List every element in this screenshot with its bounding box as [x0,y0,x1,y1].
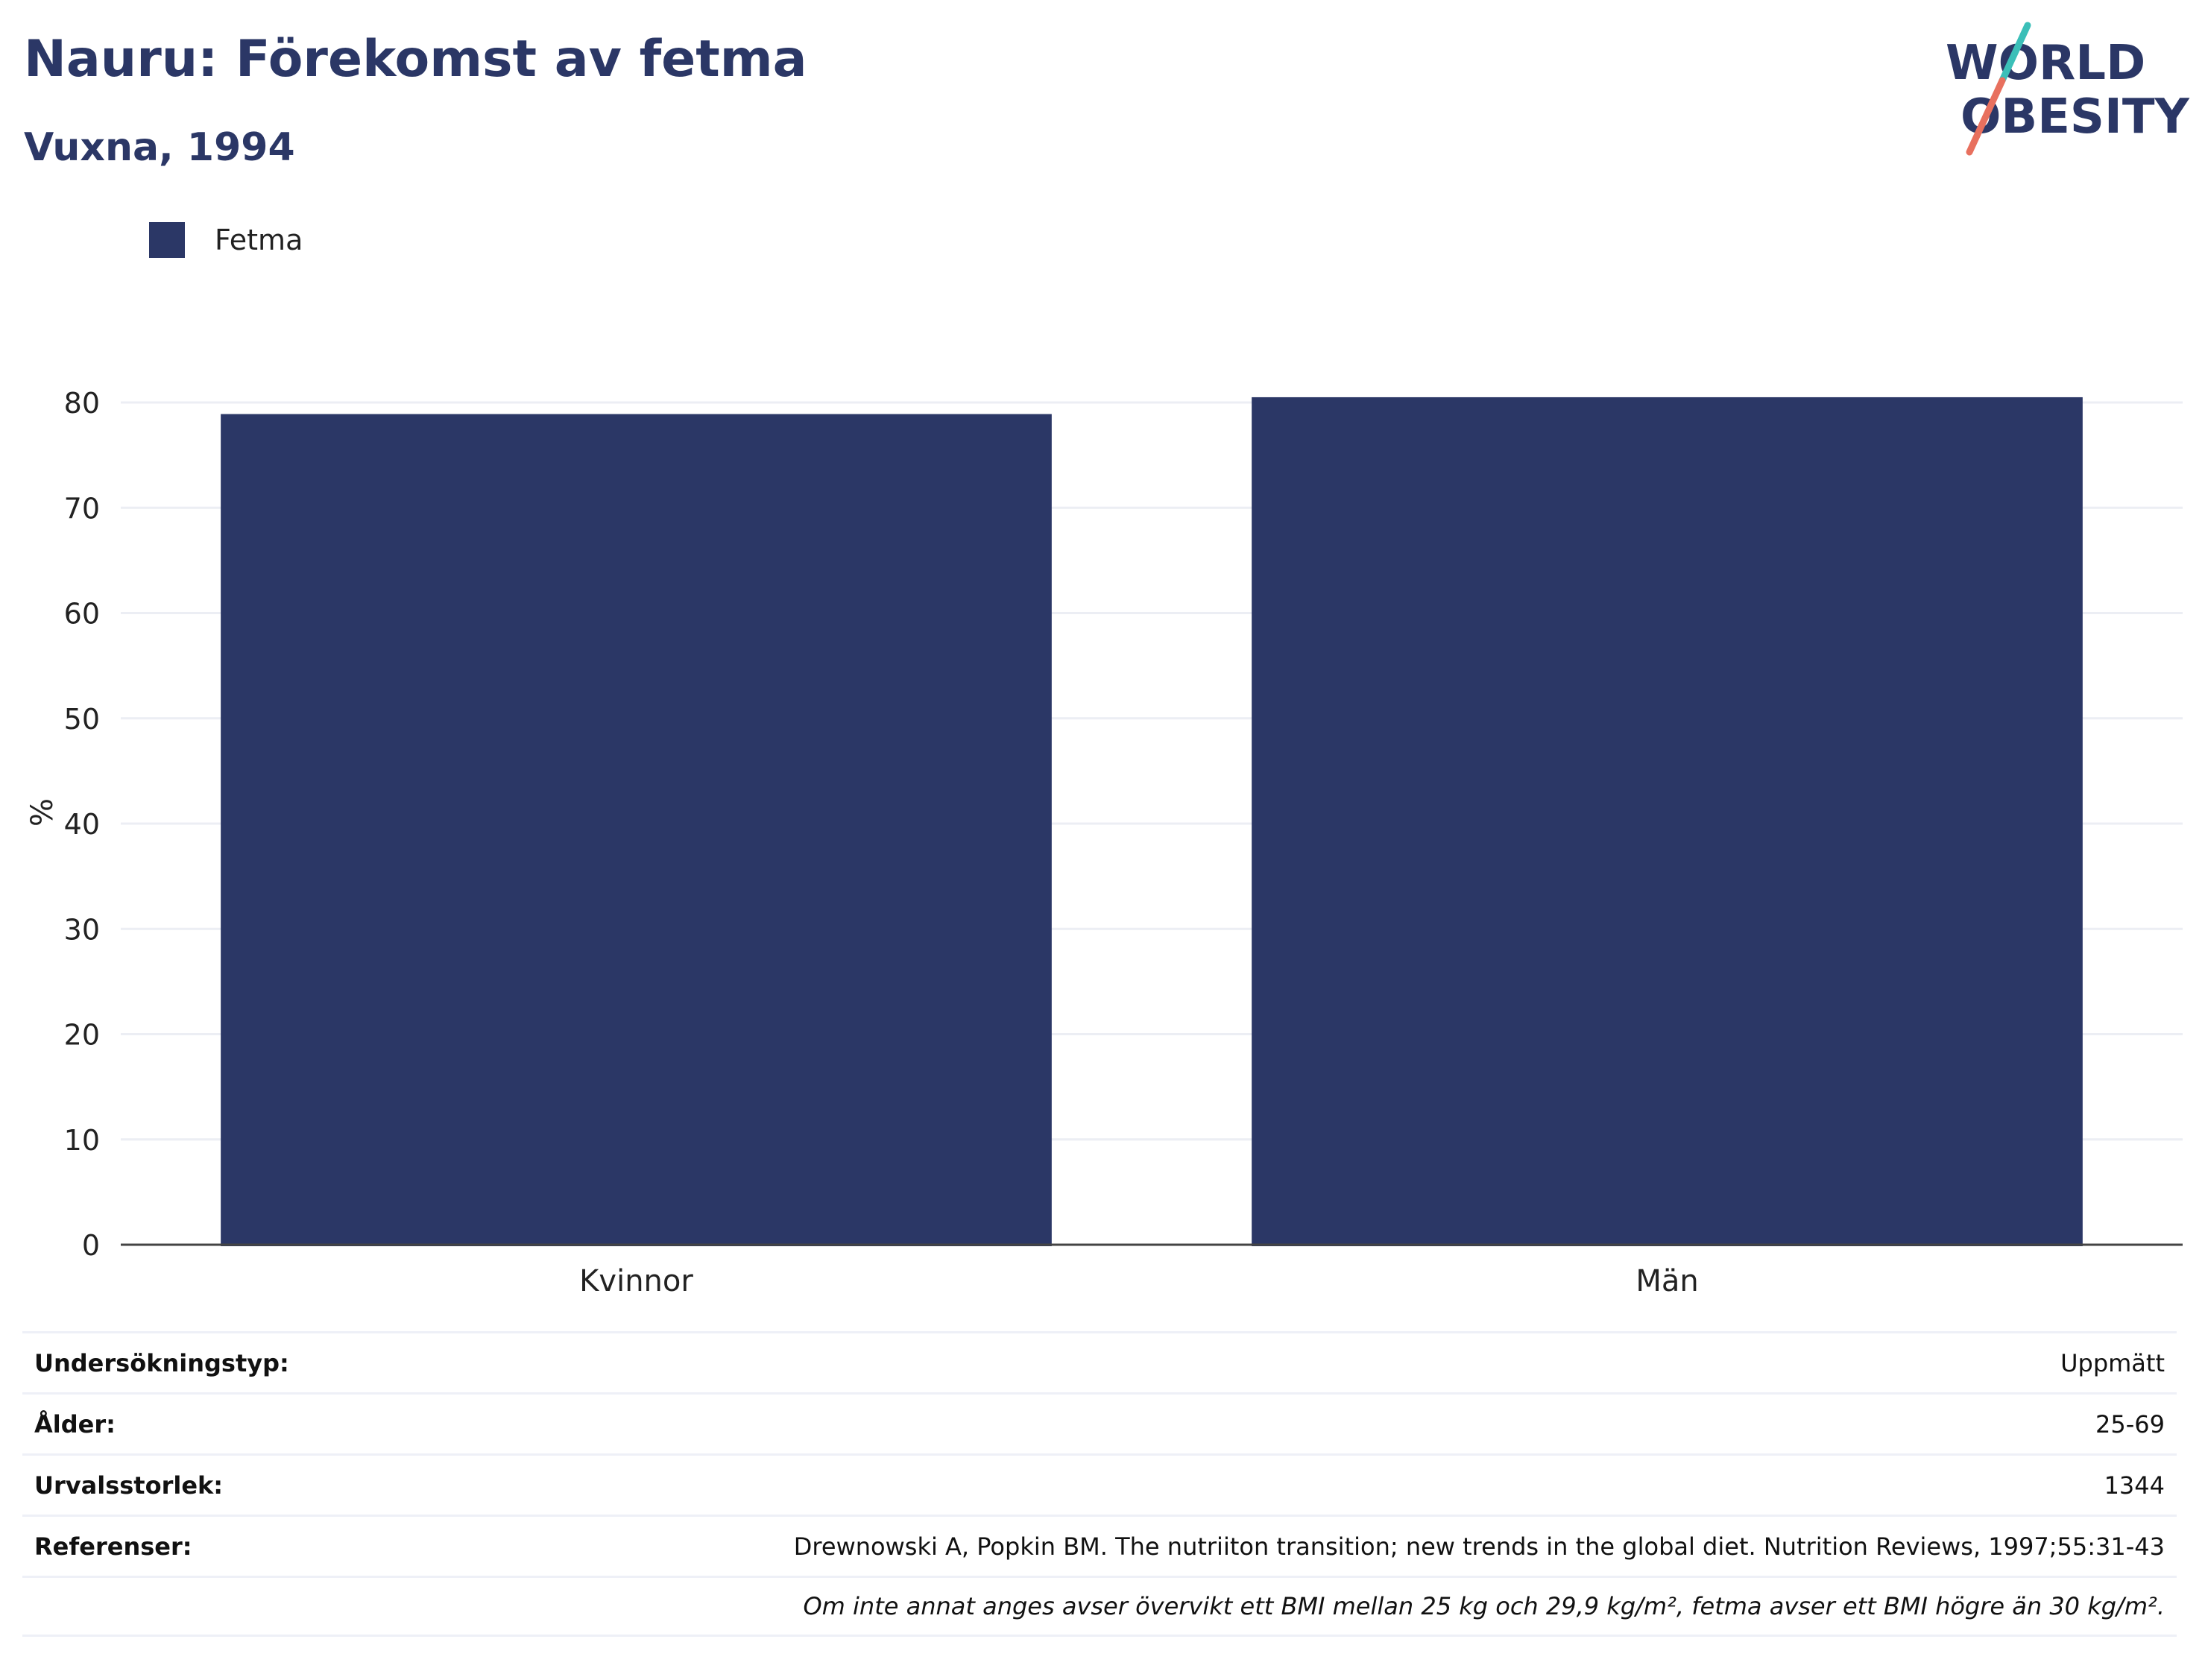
meta-row-references: Referenser: Drewnowski A, Popkin BM. The… [22,1515,2177,1576]
y-axis-label: % [25,798,60,827]
y-tick-label: 30 [64,913,100,946]
axes: 0 10 20 30 40 50 60 70 80 Kvinnor Män [64,387,2183,1298]
legend-label: Fetma [215,224,303,256]
legend-swatch [149,222,185,258]
svg-text:WORLD: WORLD [1946,36,2145,91]
chart-legend: Fetma [149,221,303,259]
meta-label: Ålder: [34,1409,116,1439]
meta-value: 1344 [2104,1471,2165,1500]
metadata-table: Undersökningstyp: Uppmätt Ålder: 25-69 U… [22,1331,2177,1637]
meta-row-age: Ålder: 25-69 [22,1392,2177,1453]
chart-title: Nauru: Förekomst av fetma [24,30,807,89]
meta-value: Uppmätt [2060,1348,2165,1377]
y-tick-label: 40 [64,808,100,841]
bars [221,397,2083,1246]
y-tick-label: 50 [64,703,100,736]
y-tick-label: 10 [64,1124,100,1157]
x-tick-label: Kvinnor [579,1264,693,1298]
meta-label: Undersökningstyp: [34,1348,289,1377]
svg-text:OBESITY: OBESITY [1960,89,2189,145]
meta-row-sample-size: Urvalsstorlek: 1344 [22,1453,2177,1515]
y-tick-label: 60 [64,598,100,631]
y-tick-label: 80 [64,387,100,420]
bar-chart: 0 10 20 30 40 50 60 70 80 Kvinnor Män % [25,387,2183,1298]
y-tick-label: 20 [64,1019,100,1052]
meta-value: 25-69 [2095,1409,2165,1439]
chart-subtitle: Vuxna, 1994 [24,125,295,170]
bar-män [1252,397,2083,1246]
meta-row-note: Om inte annat anges avser övervikt ett B… [22,1576,2177,1637]
meta-value: Drewnowski A, Popkin BM. The nutriiton t… [793,1532,2165,1561]
meta-label: Urvalsstorlek: [34,1471,224,1500]
y-tick-label: 0 [82,1229,100,1262]
meta-label: Referenser: [34,1532,192,1561]
meta-row-survey-type: Undersökningstyp: Uppmätt [22,1331,2177,1392]
y-tick-label: 70 [64,492,100,525]
definition-note: Om inte annat anges avser övervikt ett B… [803,1592,2165,1620]
bar-kvinnor [221,414,1052,1246]
world-obesity-logo: WORLD OBESITY [1946,22,2189,156]
x-tick-label: Män [1635,1264,1698,1298]
